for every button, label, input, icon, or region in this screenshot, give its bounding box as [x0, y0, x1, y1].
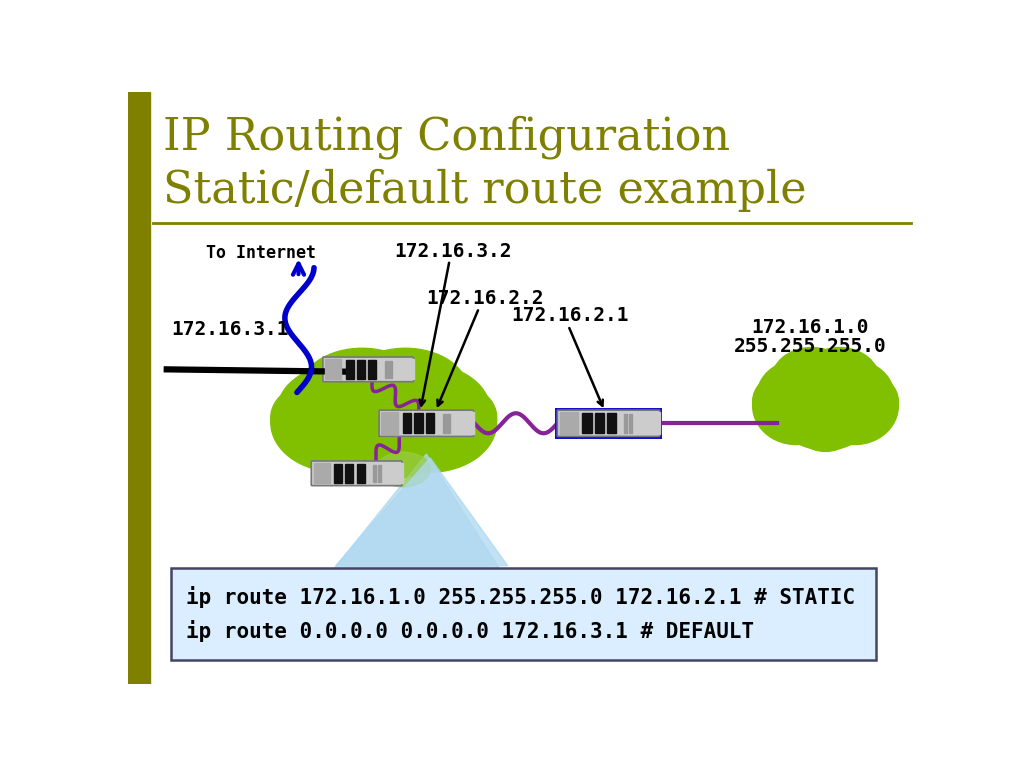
Ellipse shape: [279, 362, 422, 455]
Ellipse shape: [812, 367, 898, 445]
Text: ip route 172.16.1.0 255.255.255.0 172.16.2.1 # STATIC: ip route 172.16.1.0 255.255.255.0 172.16…: [186, 585, 855, 607]
FancyBboxPatch shape: [557, 410, 659, 436]
Bar: [334, 464, 342, 482]
Bar: [442, 414, 445, 432]
Ellipse shape: [770, 350, 882, 450]
Ellipse shape: [758, 359, 850, 431]
Bar: [625, 414, 628, 432]
Text: Static/default route example: Static/default route example: [163, 169, 807, 212]
Ellipse shape: [270, 373, 406, 472]
Ellipse shape: [793, 393, 858, 452]
Bar: [629, 414, 632, 432]
Text: IP Routing Configuration: IP Routing Configuration: [163, 115, 730, 159]
Ellipse shape: [270, 382, 367, 453]
Ellipse shape: [801, 359, 894, 431]
Bar: [357, 360, 366, 379]
Text: 172.16.2.2: 172.16.2.2: [426, 289, 544, 308]
Bar: [381, 412, 398, 434]
Bar: [622, 412, 660, 434]
Bar: [385, 361, 388, 378]
Text: 172.16.3.1: 172.16.3.1: [171, 319, 289, 339]
Ellipse shape: [376, 452, 430, 487]
Ellipse shape: [837, 374, 898, 429]
Bar: [371, 463, 402, 483]
Ellipse shape: [300, 348, 425, 433]
Bar: [373, 465, 376, 482]
Bar: [382, 359, 415, 379]
Bar: [607, 413, 615, 433]
Ellipse shape: [333, 407, 434, 481]
Bar: [560, 412, 578, 434]
Text: 255.255.255.0: 255.255.255.0: [733, 336, 887, 356]
Text: 172.16.2.1: 172.16.2.1: [511, 306, 629, 325]
Bar: [415, 413, 423, 433]
Ellipse shape: [345, 362, 489, 455]
Bar: [313, 463, 330, 483]
Ellipse shape: [362, 373, 497, 472]
Ellipse shape: [799, 347, 880, 414]
Text: 172.16.3.2: 172.16.3.2: [394, 242, 512, 261]
Text: To Internet: To Internet: [206, 244, 315, 262]
Bar: [345, 464, 353, 482]
Bar: [447, 414, 451, 432]
Polygon shape: [336, 458, 508, 566]
Bar: [440, 412, 474, 434]
Bar: [402, 413, 412, 433]
FancyBboxPatch shape: [323, 357, 414, 382]
Bar: [171, 568, 876, 660]
Bar: [369, 360, 376, 379]
Bar: [128, 92, 150, 684]
Polygon shape: [334, 454, 500, 570]
Text: ip route 0.0.0.0 0.0.0.0 172.16.3.1 # DEFAULT: ip route 0.0.0.0 0.0.0.0 172.16.3.1 # DE…: [186, 621, 755, 642]
FancyBboxPatch shape: [555, 408, 662, 439]
Bar: [595, 413, 604, 433]
Text: 172.16.1.0: 172.16.1.0: [752, 317, 868, 336]
Ellipse shape: [343, 348, 468, 433]
Ellipse shape: [400, 382, 497, 453]
Bar: [346, 360, 354, 379]
Bar: [378, 465, 381, 482]
Bar: [583, 413, 592, 433]
Ellipse shape: [771, 347, 852, 414]
Bar: [326, 359, 341, 379]
Bar: [356, 464, 365, 482]
Ellipse shape: [753, 367, 840, 445]
FancyBboxPatch shape: [311, 461, 402, 485]
FancyBboxPatch shape: [379, 410, 474, 436]
Ellipse shape: [297, 352, 470, 479]
Ellipse shape: [753, 374, 815, 429]
Bar: [426, 413, 434, 433]
Bar: [389, 361, 392, 378]
